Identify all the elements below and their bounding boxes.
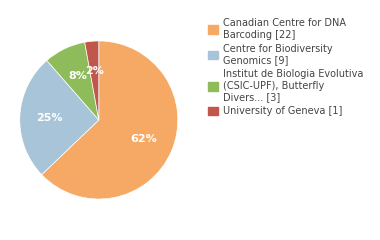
Wedge shape xyxy=(85,41,99,120)
Text: 2%: 2% xyxy=(85,66,104,76)
Legend: Canadian Centre for DNA
Barcoding [22], Centre for Biodiversity
Genomics [9], In: Canadian Centre for DNA Barcoding [22], … xyxy=(206,16,365,118)
Text: 8%: 8% xyxy=(68,71,87,81)
Text: 62%: 62% xyxy=(130,134,157,144)
Text: 25%: 25% xyxy=(36,113,63,123)
Wedge shape xyxy=(47,42,99,120)
Wedge shape xyxy=(20,60,99,175)
Wedge shape xyxy=(42,41,178,199)
